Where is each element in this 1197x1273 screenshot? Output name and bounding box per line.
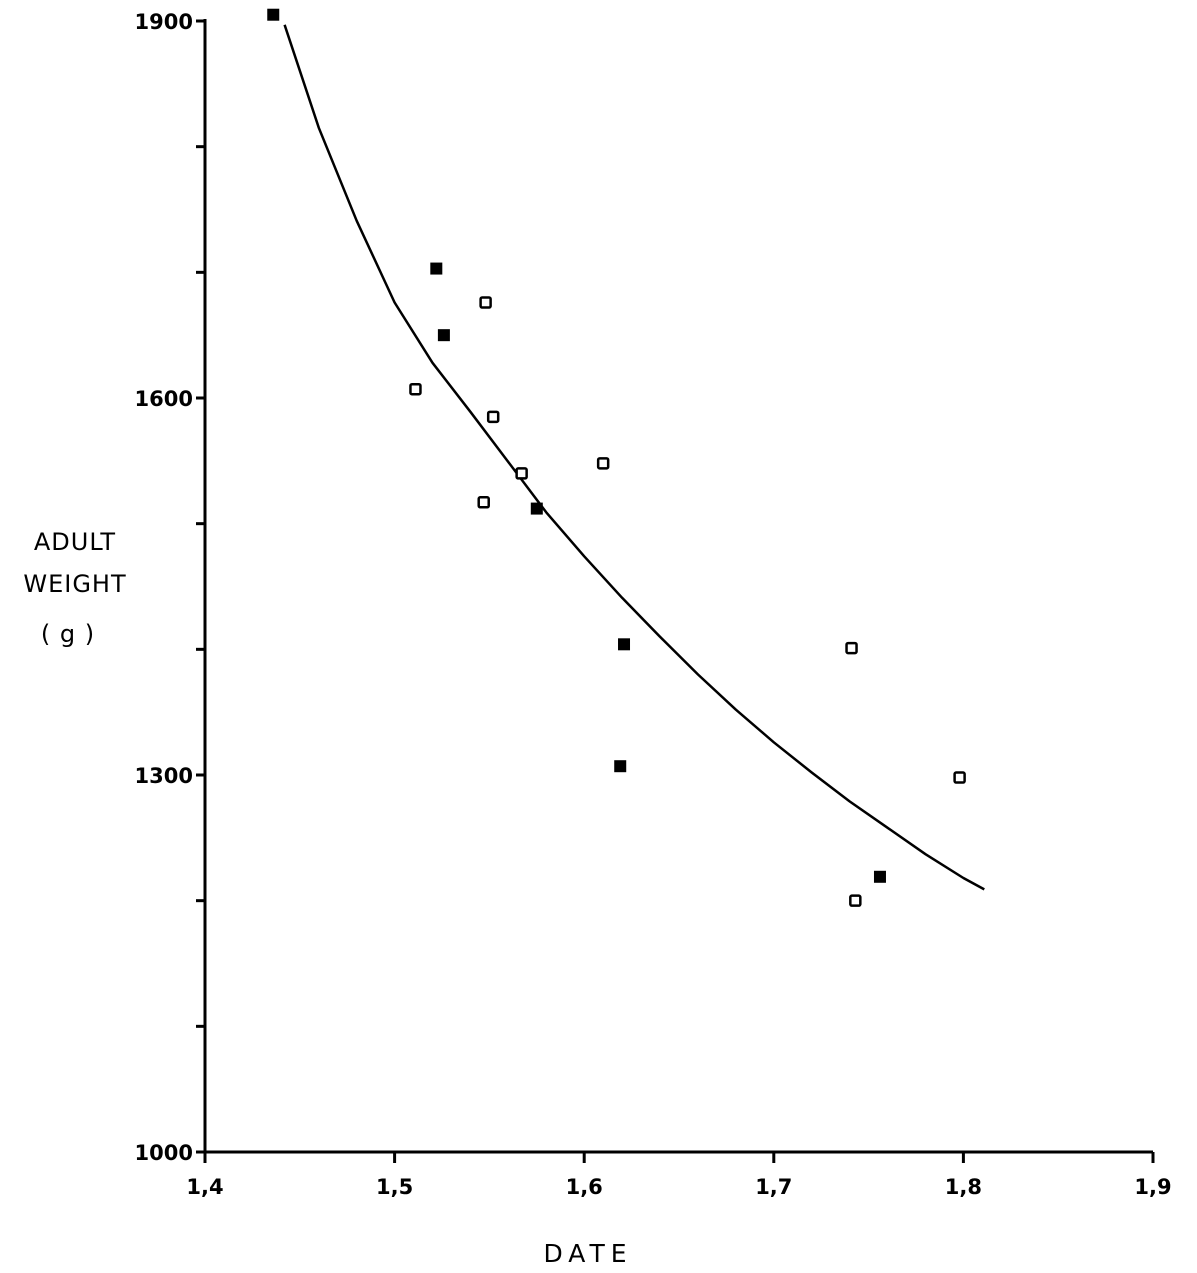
open-square-point [596, 457, 610, 470]
fitted-curve-layer [283, 24, 985, 891]
open-square-point [479, 296, 492, 309]
fitted-curve [283, 24, 985, 891]
data-points-layer [267, 8, 966, 907]
y-axis-ticks: 1000 1300 1600 1900 [135, 10, 205, 1165]
y-tick-label: 1600 [135, 387, 193, 411]
x-axis-label: DATE [543, 1239, 632, 1268]
open-square-point [515, 467, 528, 480]
y-tick-label: 1000 [135, 1141, 193, 1165]
filled-square-point [437, 329, 450, 342]
filled-square-point [267, 8, 280, 21]
x-tick-label: 1,7 [755, 1175, 792, 1199]
filled-square-point [430, 262, 443, 275]
chart-axes [203, 19, 1153, 1154]
open-square-point [845, 641, 858, 655]
y-axis-label-line-2: WEIGHT [23, 570, 126, 598]
x-tick-label: 1,4 [186, 1175, 223, 1199]
filled-square-point [530, 502, 543, 515]
x-tick-label: 1,6 [566, 1175, 603, 1199]
x-tick-label: 1,5 [376, 1175, 413, 1199]
x-tick-label: 1,8 [945, 1175, 982, 1199]
open-square-point [849, 894, 862, 907]
y-tick-label: 1300 [135, 764, 193, 788]
filled-square-point [618, 638, 631, 651]
filled-square-point [873, 870, 886, 883]
open-square-point [477, 496, 490, 509]
open-square-point [409, 382, 422, 396]
open-square-point [486, 410, 500, 424]
y-tick-label: 1900 [135, 10, 193, 34]
y-axis-label-line-3: ( g ) [41, 620, 95, 648]
y-axis-label-line-1: ADULT [34, 528, 116, 556]
x-axis-ticks: 1,4 1,5 1,6 1,7 1,8 1,9 [186, 1152, 1172, 1199]
open-square-point [953, 771, 966, 784]
filled-square-point [614, 760, 627, 773]
x-tick-label: 1,9 [1134, 1175, 1171, 1199]
